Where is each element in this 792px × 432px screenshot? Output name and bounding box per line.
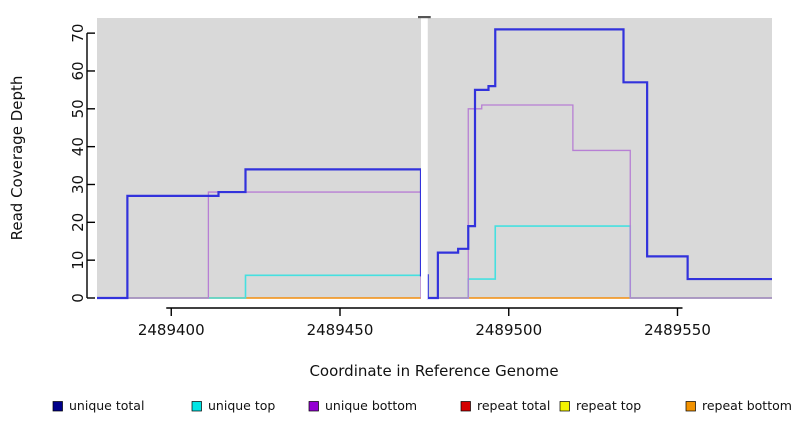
legend-swatch-repeat-total — [460, 401, 471, 412]
legend-swatch-unique-bottom — [308, 401, 319, 412]
legend-label-unique-total: unique total — [69, 398, 144, 413]
legend-label-repeat-bottom: repeat bottom — [702, 398, 792, 413]
y-tick-label: 20 — [69, 213, 87, 232]
legend-swatch-repeat-top — [559, 401, 570, 412]
y-tick-label: 10 — [69, 251, 87, 270]
legend-label-repeat-total: repeat total — [477, 398, 550, 413]
y-tick-label: 50 — [69, 99, 87, 118]
axes-layer: 0 10 20 30 40 50 60 70 2489400 2489450 2489500 2489… — [69, 24, 711, 339]
data-series-layer — [97, 28, 772, 300]
legend-swatch-unique-total — [52, 401, 63, 412]
legend-label-unique-top: unique top — [208, 398, 275, 413]
y-tick-label: 60 — [69, 61, 87, 80]
y-axis-title: Read Coverage Depth — [8, 76, 26, 241]
series-line-unique-total — [97, 28, 772, 300]
y-tick-label: 40 — [69, 137, 87, 156]
legend-swatch-repeat-bottom — [685, 401, 696, 412]
x-tick-label: 2489400 — [138, 321, 205, 339]
x-axis-title: Coordinate in Reference Genome — [309, 362, 558, 380]
y-tick-label: 0 — [69, 293, 87, 303]
y-tick-label: 30 — [69, 175, 87, 194]
y-tick-label: 70 — [69, 24, 87, 43]
panel-top-edge-over-gap — [418, 16, 431, 19]
plot-panel-background — [97, 18, 772, 298]
x-tick-label: 2489450 — [307, 321, 374, 339]
legend-label-unique-bottom: unique bottom — [325, 398, 417, 413]
x-tick-label: 2489550 — [644, 321, 711, 339]
legend-swatch-unique-top — [191, 401, 202, 412]
no-data-gap-region — [421, 18, 428, 299]
x-tick-label: 2489500 — [475, 321, 542, 339]
legend-label-repeat-top: repeat top — [576, 398, 641, 413]
plot-legend: unique total unique top unique bottom repea… — [52, 398, 792, 413]
